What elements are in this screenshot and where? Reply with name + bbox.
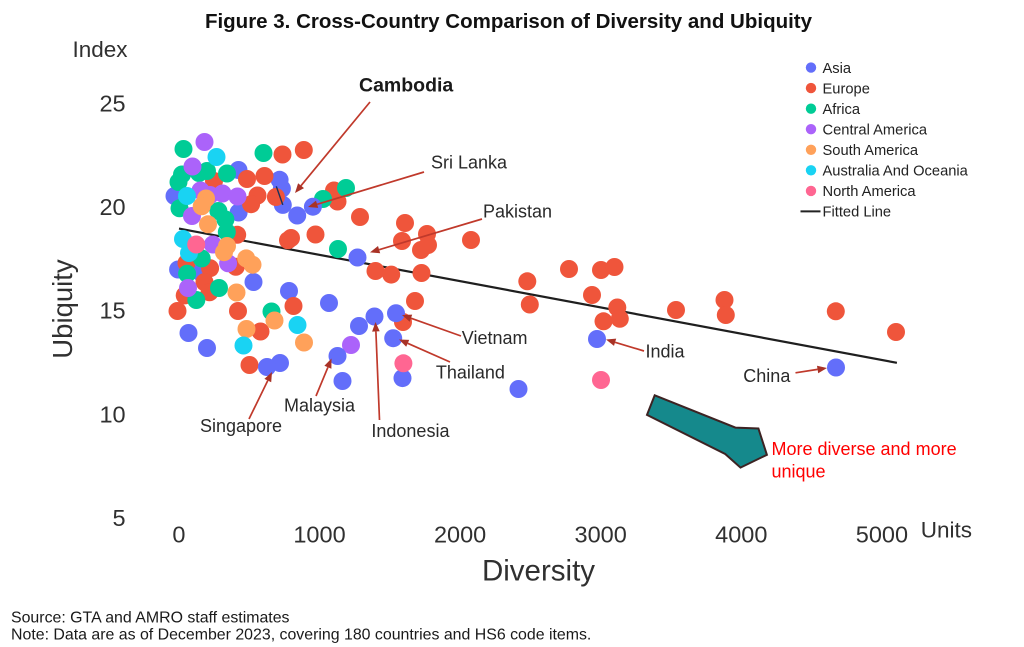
svg-text:China: China: [743, 366, 791, 386]
svg-text:0: 0: [172, 522, 185, 548]
svg-text:Singapore: Singapore: [200, 416, 282, 436]
svg-text:North America: North America: [823, 184, 917, 200]
svg-text:India: India: [646, 342, 686, 362]
svg-text:Source: GTA and AMRO staff est: Source: GTA and AMRO staff estimates: [11, 610, 290, 627]
svg-text:Asia: Asia: [823, 61, 852, 77]
svg-text:2000: 2000: [434, 522, 486, 548]
svg-text:10: 10: [99, 401, 125, 427]
svg-text:Fitted Line: Fitted Line: [823, 205, 892, 221]
svg-text:25: 25: [99, 90, 125, 116]
svg-text:Units: Units: [921, 518, 972, 543]
svg-text:Australia And Oceania: Australia And Oceania: [823, 164, 969, 180]
svg-text:Figure 3. Cross-Country Compar: Figure 3. Cross-Country Comparison of Di…: [205, 10, 813, 33]
svg-text:5: 5: [113, 505, 126, 531]
svg-text:Sri Lanka: Sri Lanka: [431, 153, 508, 173]
svg-text:unique: unique: [772, 462, 826, 482]
svg-text:5000: 5000: [856, 522, 908, 548]
svg-text:Cambodia: Cambodia: [359, 75, 453, 97]
svg-text:Diversity: Diversity: [482, 555, 595, 588]
svg-text:Ubiquity: Ubiquity: [47, 259, 78, 359]
svg-text:More diverse and more: More diverse and more: [772, 439, 957, 459]
svg-text:South America: South America: [823, 143, 919, 159]
svg-text:Europe: Europe: [823, 81, 870, 97]
svg-text:Africa: Africa: [823, 102, 861, 118]
svg-text:Index: Index: [73, 37, 129, 62]
svg-text:Vietnam: Vietnam: [462, 328, 528, 348]
svg-text:3000: 3000: [575, 522, 627, 548]
svg-text:4000: 4000: [715, 522, 767, 548]
svg-text:Thailand: Thailand: [436, 363, 505, 383]
svg-text:1000: 1000: [293, 522, 345, 548]
svg-text:15: 15: [99, 298, 125, 324]
svg-text:20: 20: [99, 194, 125, 220]
svg-text:Note: Data are as of December: Note: Data are as of December 2023, cove…: [11, 627, 591, 644]
svg-text:Malaysia: Malaysia: [284, 396, 356, 416]
svg-text:Central America: Central America: [823, 122, 928, 138]
svg-text:Pakistan: Pakistan: [483, 201, 552, 221]
svg-text:Indonesia: Indonesia: [371, 421, 450, 441]
